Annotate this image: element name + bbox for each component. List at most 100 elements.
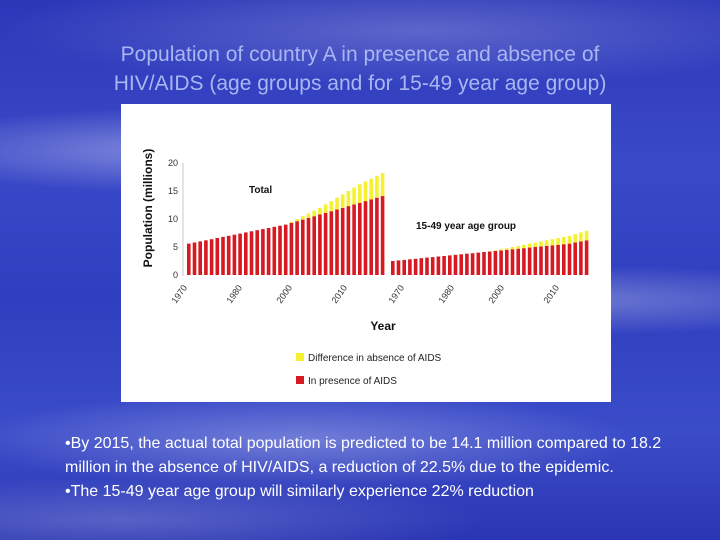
bar-present-1-23 — [522, 248, 526, 275]
chart-panel: Population (millions) Year Total 15-49 y… — [121, 104, 611, 402]
bar-difference-1-20 — [505, 248, 509, 250]
bullet-point-2: •The 15-49 year age group will similarly… — [65, 483, 534, 500]
slide-title: Population of country A in presence and … — [0, 40, 720, 98]
x-axis-label: Year — [370, 319, 396, 333]
bars-layer — [187, 173, 589, 275]
bar-difference-1-19 — [499, 249, 503, 251]
y-tick-label-3: 15 — [168, 186, 178, 196]
bar-present-1-2 — [402, 259, 406, 275]
bar-difference-1-33 — [579, 232, 583, 242]
y-tick-label-2: 10 — [168, 214, 178, 224]
bar-present-0-24 — [323, 212, 328, 275]
bar-present-0-29 — [352, 204, 356, 275]
bar-present-1-34 — [584, 240, 589, 275]
y-tick-label-4: 20 — [168, 158, 178, 168]
bar-difference-1-30 — [562, 236, 566, 245]
bar-present-1-28 — [550, 245, 555, 275]
bullet-point-1: •By 2015, the actual total population is… — [65, 435, 662, 476]
bar-difference-0-19 — [295, 219, 299, 222]
x-tick-label-4: 1970 — [386, 283, 406, 305]
bar-difference-0-31 — [363, 181, 368, 202]
x-tick-label-3: 2010 — [329, 283, 349, 305]
population-chart: Population (millions) Year Total 15-49 y… — [141, 149, 589, 387]
bar-difference-1-18 — [493, 250, 498, 251]
bar-present-1-0 — [391, 261, 395, 275]
x-tick-label-6: 2000 — [486, 283, 506, 305]
bar-present-1-16 — [482, 252, 486, 275]
bar-difference-0-34 — [380, 173, 385, 197]
bar-difference-0-24 — [323, 204, 328, 213]
bar-difference-1-29 — [556, 238, 560, 245]
bar-present-1-5 — [419, 258, 424, 275]
y-axis-label: Population (millions) — [141, 149, 155, 268]
legend-label-difference: Difference in absence of AIDS — [308, 353, 442, 364]
bar-present-1-15 — [476, 252, 481, 275]
bar-present-0-23 — [318, 214, 322, 275]
bar-difference-1-22 — [516, 245, 520, 249]
bar-present-1-7 — [430, 257, 435, 275]
bar-present-1-21 — [510, 249, 515, 275]
bar-present-0-27 — [340, 207, 345, 275]
bar-present-0-13 — [261, 229, 265, 275]
bar-difference-0-28 — [346, 191, 351, 207]
bar-difference-0-25 — [329, 201, 334, 212]
bar-present-0-33 — [375, 197, 379, 275]
annotation-total: Total — [249, 185, 272, 196]
bar-present-0-7 — [226, 235, 231, 275]
slide-title-line-1: Population of country A in presence and … — [120, 43, 600, 66]
bar-difference-0-30 — [358, 184, 362, 203]
bar-present-1-3 — [408, 259, 412, 275]
bar-present-1-27 — [544, 245, 549, 275]
bar-present-1-18 — [493, 250, 498, 275]
annotation-15-49: 15-49 year age group — [416, 221, 516, 232]
bar-difference-1-23 — [522, 244, 526, 249]
bar-present-0-28 — [346, 206, 351, 275]
bar-difference-1-31 — [567, 235, 572, 244]
bullet-list: •By 2015, the actual total population is… — [65, 432, 685, 504]
x-tick-label-7: 2010 — [541, 283, 561, 305]
x-tick-label-2: 2000 — [274, 283, 294, 305]
y-tick-label-0: 0 — [173, 270, 178, 280]
bar-present-0-6 — [221, 236, 225, 275]
bar-difference-0-21 — [306, 213, 311, 218]
bar-present-1-22 — [516, 248, 520, 275]
bar-present-1-1 — [396, 260, 401, 275]
bar-present-1-11 — [453, 254, 458, 275]
bar-present-0-20 — [301, 219, 305, 275]
bar-present-0-17 — [283, 224, 288, 275]
bar-present-1-20 — [505, 249, 509, 275]
bar-present-0-32 — [369, 199, 373, 275]
bar-present-1-19 — [499, 250, 503, 275]
bar-present-0-25 — [329, 211, 334, 275]
bar-present-0-14 — [266, 228, 271, 275]
bar-present-0-15 — [272, 226, 277, 275]
bar-present-0-10 — [244, 232, 248, 275]
bar-present-1-12 — [459, 254, 463, 275]
bar-present-1-31 — [567, 243, 572, 275]
bar-present-1-8 — [436, 256, 441, 275]
legend-swatch-present — [296, 376, 304, 384]
bar-present-1-32 — [573, 242, 577, 275]
legend-label-present: In presence of AIDS — [308, 376, 397, 387]
bar-difference-1-21 — [510, 247, 515, 250]
bar-present-0-30 — [358, 202, 362, 275]
legend: Difference in absence of AIDS In presenc… — [296, 353, 442, 387]
x-tick-label-5: 1980 — [436, 283, 456, 305]
bar-present-1-26 — [539, 246, 543, 275]
bar-present-0-3 — [204, 240, 208, 275]
bar-present-1-25 — [533, 247, 538, 275]
bar-present-0-11 — [249, 231, 254, 275]
x-tick-label-1: 1980 — [224, 283, 244, 305]
bar-present-1-9 — [442, 256, 446, 275]
bar-present-0-26 — [335, 209, 339, 275]
bar-present-0-5 — [215, 238, 220, 275]
x-tick-label-0: 1970 — [169, 283, 189, 305]
bar-present-0-31 — [363, 201, 368, 275]
bar-present-0-1 — [192, 242, 197, 275]
bar-present-0-22 — [312, 216, 316, 275]
bar-difference-0-32 — [369, 178, 373, 200]
bar-difference-0-23 — [318, 207, 322, 215]
bar-present-0-21 — [306, 217, 311, 275]
bar-difference-1-27 — [544, 240, 549, 246]
y-ticks: 0 5 10 15 20 — [168, 158, 178, 280]
